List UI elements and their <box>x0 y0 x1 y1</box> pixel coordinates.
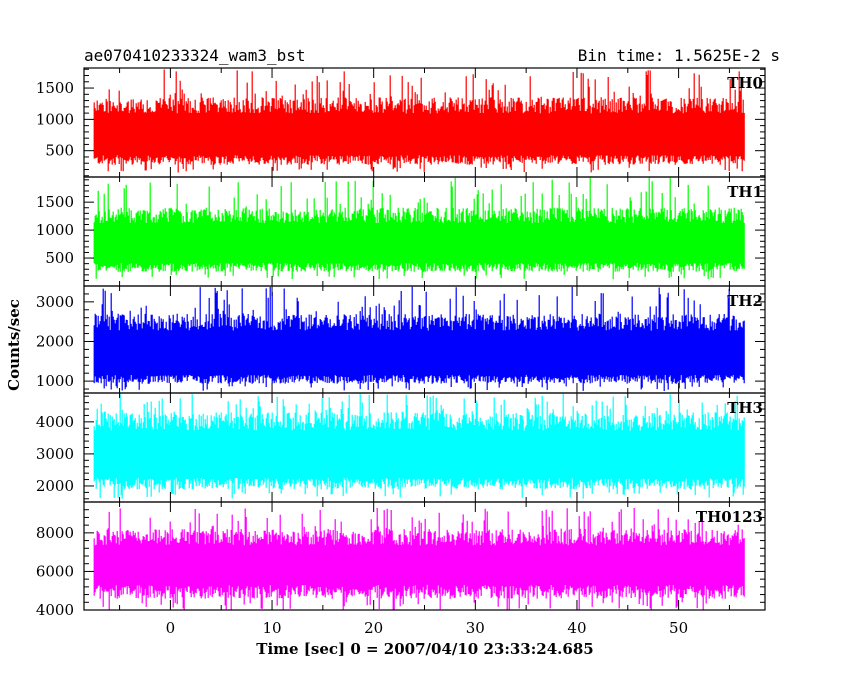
panels-group: 500 1000 1500 TH0 500 1000 1500 TH1 1000 2000 3000… <box>36 67 766 619</box>
y-tick-label: 2000 <box>36 477 74 495</box>
x-axis-label: Time [sec] 0 = 2007/04/10 23:33:24.685 <box>256 640 593 658</box>
series-th0-line <box>93 69 745 173</box>
y-tick-label: 500 <box>45 142 74 160</box>
x-tick-label: 50 <box>669 619 688 637</box>
series-label-th1: TH1 <box>727 183 763 201</box>
x-axis: 0 10 20 30 40 50 <box>166 619 689 637</box>
series-label-th2: TH2 <box>727 292 763 310</box>
y-tick-label: 1500 <box>36 193 74 211</box>
x-tick-label: 10 <box>262 619 281 637</box>
panel-th1: 500 1000 1500 TH1 <box>36 176 766 287</box>
y-tick-label: 4000 <box>36 601 74 619</box>
chart-title: ae070410233324_wam3_bst <box>84 46 306 65</box>
series-th3-line <box>93 393 745 499</box>
series-label-th3: TH3 <box>727 399 763 417</box>
bin-time-label: Bin time: 1.5625E-2 s <box>578 46 780 65</box>
panel-th0123: 4000 6000 8000 TH0123 <box>36 501 766 619</box>
x-tick-label: 40 <box>567 619 586 637</box>
x-tick-label: 30 <box>466 619 485 637</box>
x-tick-label: 0 <box>166 619 176 637</box>
panel-th2: 1000 2000 3000 TH2 <box>36 285 766 394</box>
y-tick-label: 3000 <box>36 445 74 463</box>
y-tick-label: 3000 <box>36 293 74 311</box>
y-tick-label: 4000 <box>36 413 74 431</box>
y-tick-label: 2000 <box>36 332 74 350</box>
y-tick-label: 1000 <box>36 221 74 239</box>
y-tick-label: 1000 <box>36 110 74 128</box>
series-label-th0123: TH0123 <box>696 508 763 526</box>
y-tick-label: 8000 <box>36 524 74 542</box>
series-label-th0: TH0 <box>727 74 763 92</box>
x-tick-label: 20 <box>364 619 383 637</box>
y-axis-label: Counts/sec <box>5 299 23 391</box>
y-tick-label: 500 <box>45 249 74 267</box>
series-th1-line <box>93 177 745 280</box>
y-tick-label: 6000 <box>36 562 74 580</box>
series-th0123-line <box>93 508 745 610</box>
y-tick-label: 1500 <box>36 79 74 97</box>
series-th2-line <box>93 286 745 391</box>
panel-th0: 500 1000 1500 TH0 <box>36 67 766 178</box>
y-tick-label: 1000 <box>36 372 74 390</box>
panel-th3: 2000 3000 4000 TH3 <box>36 392 766 503</box>
